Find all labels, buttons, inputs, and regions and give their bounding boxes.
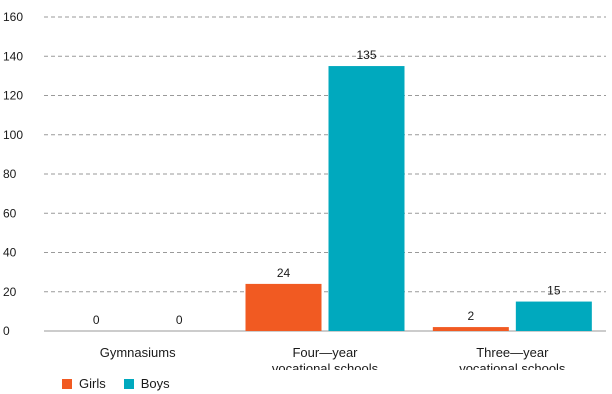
y-tick-label: 80 — [3, 167, 17, 181]
y-tick-label: 0 — [3, 324, 10, 338]
data-label: 0 — [176, 313, 183, 327]
legend-swatch-boys — [123, 378, 134, 389]
y-tick-label: 20 — [3, 285, 17, 299]
data-label: 2 — [467, 309, 474, 323]
x-tick-label: Four—year — [292, 345, 358, 360]
bars — [245, 66, 592, 331]
y-tick-label: 60 — [3, 206, 17, 220]
data-label: 15 — [547, 284, 561, 298]
legend-label-girls: Girls — [79, 376, 106, 391]
legend-item-boys: Boys — [123, 376, 170, 391]
bar-girls — [432, 327, 509, 331]
gridlines — [44, 16, 606, 332]
legend-label-boys: Boys — [140, 376, 170, 391]
y-tick-label: 100 — [3, 128, 23, 142]
x-tick-label: Gymnasiums — [100, 345, 176, 360]
data-label: 135 — [356, 48, 376, 62]
data-label: 24 — [277, 266, 291, 280]
y-tick-label: 140 — [3, 49, 23, 63]
bar-girls — [245, 283, 322, 331]
x-tick-label: vocational schools — [272, 361, 379, 370]
y-tick-label: 120 — [3, 89, 23, 103]
legend-item-girls: Girls — [62, 376, 106, 391]
x-tick-label: vocational schools — [459, 361, 566, 370]
y-tick-label: 160 — [3, 10, 23, 24]
data-labels: 0 0 24 135 2 15 — [93, 48, 561, 327]
bar-boys — [515, 301, 592, 331]
bar-boys — [328, 66, 405, 331]
legend: Girls Boys — [62, 376, 188, 391]
x-tick-label: Three—year — [476, 345, 549, 360]
legend-swatch-girls — [62, 378, 72, 389]
bar-chart: 0 20 40 60 80 100 120 140 160 0 0 24 135 2 15 Gymnasi… — [3, 10, 606, 370]
data-label: 0 — [93, 313, 100, 327]
y-tick-label: 40 — [3, 246, 17, 260]
y-axis-ticks: 0 20 40 60 80 100 120 140 160 — [3, 10, 23, 338]
